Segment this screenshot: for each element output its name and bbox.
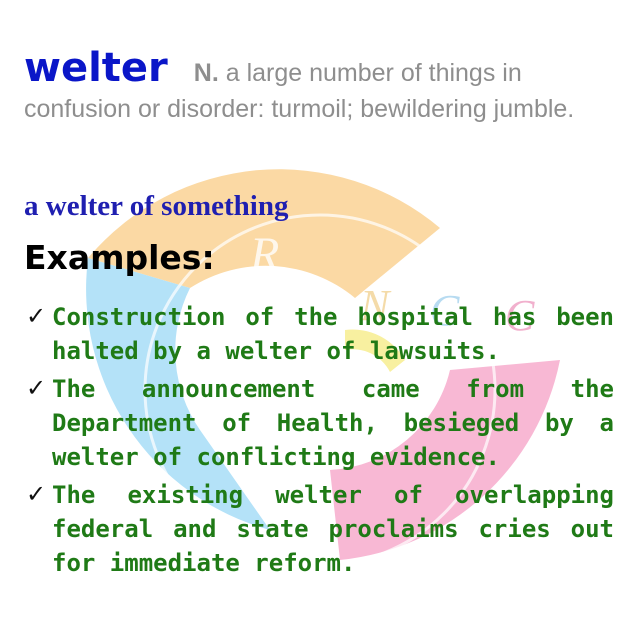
- watermark-pink-segment: [330, 360, 560, 560]
- watermark-letter-c3: C: [405, 388, 430, 428]
- watermark-ring: [143, 213, 497, 567]
- part-of-speech: N.: [193, 59, 219, 87]
- examples-list: ✓ Construction of the hospital has been …: [24, 300, 614, 584]
- watermark-letter-e: E: [184, 368, 207, 408]
- watermark-letter-c2: C: [505, 291, 535, 340]
- watermark-blue-segment: [86, 258, 270, 530]
- example-item: ✓ The existing welter of overlapping fed…: [24, 478, 614, 580]
- examples-heading: Examples:: [24, 238, 215, 277]
- watermark-yellow-arc: [345, 329, 405, 372]
- example-item: ✓ Construction of the hospital has been …: [24, 300, 614, 368]
- check-icon: ✓: [26, 302, 47, 330]
- usage-phrase: a welter of something: [24, 190, 289, 222]
- example-text: Construction of the hospital has been ha…: [52, 303, 614, 365]
- definition-text: a large number of things in confusion or…: [24, 59, 575, 123]
- check-icon: ✓: [26, 374, 47, 402]
- example-text: The announcement came from the Departmen…: [52, 375, 614, 471]
- watermark-letter-c1: C: [430, 286, 460, 335]
- watermark-letter-r: R: [249, 228, 279, 281]
- check-icon: ✓: [26, 480, 47, 508]
- example-text: The existing welter of overlapping feder…: [52, 481, 614, 577]
- watermark-letter-n: N: [359, 281, 392, 330]
- definition-line: welter N. a large number of things in con…: [24, 48, 624, 127]
- watermark-orange-segment: [88, 169, 440, 298]
- headword: welter: [24, 45, 168, 91]
- example-item: ✓ The announcement came from the Departm…: [24, 372, 614, 474]
